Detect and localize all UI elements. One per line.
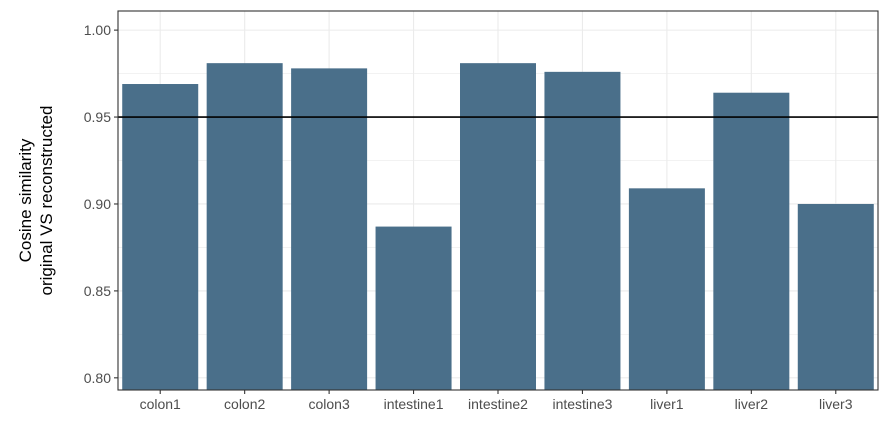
y-axis-title: Cosine similarity original VS reconstruct… [16,106,56,296]
bar-colon3 [291,68,368,391]
bar-intestine1 [375,226,452,390]
x-tick-label: colon2 [224,396,265,412]
bar-colon2 [206,63,283,390]
y-axis-title-line-2: original VS reconstructed [37,106,56,296]
bar-colon1 [122,84,199,391]
y-axis-title-line-1: Cosine similarity [16,138,35,262]
x-tick-label: liver2 [735,396,769,412]
y-tick-label: 0.90 [84,196,111,212]
y-tick-label: 0.95 [84,109,111,125]
bar-liver2 [713,92,790,391]
bar-liver1 [628,188,705,390]
y-tick-label: 0.85 [84,283,111,299]
x-tick-label: liver1 [650,396,684,412]
x-tick-label: liver3 [819,396,853,412]
axes: 0.80 0.85 0.90 0.95 1.00 colon1 colon2 colon3 in… [84,10,879,412]
bar-intestine2 [460,63,536,390]
y-tick-label: 1.00 [84,22,111,38]
x-tick-label: colon1 [140,396,181,412]
bar-intestine3 [544,71,621,390]
bars [122,63,874,391]
bar-liver3 [797,203,874,390]
x-tick-label: intestine3 [552,396,612,412]
x-tick-label: colon3 [308,396,349,412]
x-tick-label: intestine1 [384,396,444,412]
x-tick-label: intestine2 [468,396,528,412]
y-tick-label: 0.80 [84,370,111,386]
